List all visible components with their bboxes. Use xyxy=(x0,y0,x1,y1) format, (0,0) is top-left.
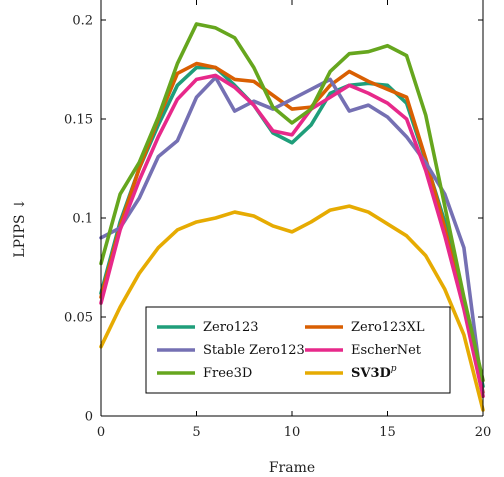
y-tick-label: 0.05 xyxy=(64,311,93,326)
x-tick-label: 15 xyxy=(379,425,396,440)
y-axis-label: LPIPS ↓ xyxy=(12,198,28,257)
legend-label-sv3d: SV3Dp xyxy=(351,364,397,381)
legend-label-eschernet: EscherNet xyxy=(351,343,422,358)
x-tick-label: 10 xyxy=(284,425,301,440)
series-line-eschernet xyxy=(99,73,485,399)
x-tick-label: 20 xyxy=(475,425,492,440)
series-line-free3d xyxy=(99,22,485,383)
legend: Zero123 Zero123XL Stable Zero123 EscherNet F… xyxy=(145,306,451,394)
legend-label-zero123: Zero123 xyxy=(203,320,259,335)
x-axis-label: Frame xyxy=(269,460,315,476)
x-tick-label: 0 xyxy=(97,425,105,440)
series-line-sv3d-p xyxy=(99,204,485,412)
y-tick-label: 0.1 xyxy=(72,212,93,227)
axes-layer: 0 5 10 15 20 0 0.05 0.1 0.15 0.2 xyxy=(64,0,491,440)
y-tick-label: 0.15 xyxy=(64,113,93,128)
y-tick-label: 0.2 xyxy=(72,14,93,29)
x-tick-label: 5 xyxy=(192,425,200,440)
legend-label-stable-zero123: Stable Zero123 xyxy=(203,343,305,358)
series-layer xyxy=(99,22,485,412)
y-tick-label: 0 xyxy=(85,410,93,425)
legend-box xyxy=(145,306,451,394)
legend-label-free3d: Free3D xyxy=(203,366,252,381)
legend-label-zero123xl: Zero123XL xyxy=(351,320,425,335)
